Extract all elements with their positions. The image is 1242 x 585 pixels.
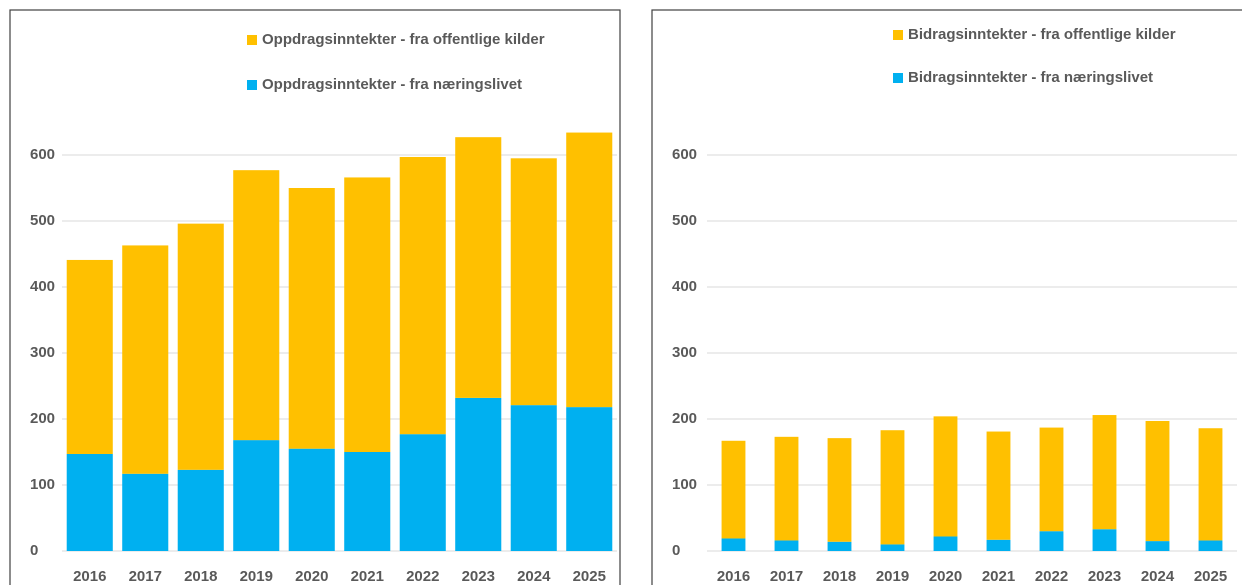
bar-segment — [933, 416, 958, 537]
bar-segment — [455, 397, 502, 551]
y-tick-label: 200 — [672, 410, 697, 427]
bar-segment — [510, 158, 557, 406]
y-tick-label: 0 — [672, 542, 680, 559]
bar-segment — [66, 453, 113, 551]
y-tick-label: 100 — [30, 476, 55, 493]
bar-segment — [399, 434, 446, 551]
x-tick-label: 2023 — [1088, 568, 1121, 585]
x-tick-label: 2023 — [462, 568, 495, 585]
legend-swatch — [247, 80, 257, 90]
bar-segment — [1198, 540, 1223, 551]
bar-segment — [880, 430, 905, 545]
x-tick-label: 2019 — [876, 568, 909, 585]
legend-swatch — [893, 73, 903, 83]
bar-segment — [566, 132, 613, 408]
x-tick-label: 2018 — [184, 568, 217, 585]
x-tick-label: 2018 — [823, 568, 856, 585]
x-tick-label: 2021 — [982, 568, 1015, 585]
bar-segment — [1092, 529, 1117, 551]
legend-label: Oppdragsinntekter - fra næringslivet — [262, 76, 522, 93]
y-tick-label: 400 — [672, 278, 697, 295]
legend-swatch — [247, 35, 257, 45]
bar-segment — [177, 469, 224, 551]
bar-segment — [122, 473, 169, 551]
y-tick-label: 300 — [30, 344, 55, 361]
legend-label: Oppdragsinntekter - fra offentlige kilde… — [262, 31, 545, 48]
x-tick-label: 2021 — [351, 568, 384, 585]
bar-segment — [721, 440, 746, 539]
bar-segment — [66, 259, 113, 454]
x-tick-label: 2016 — [73, 568, 106, 585]
bar-segment — [774, 540, 799, 551]
x-tick-label: 2020 — [295, 568, 328, 585]
y-tick-label: 100 — [672, 476, 697, 493]
bar-segment — [288, 448, 335, 551]
bar-segment — [827, 541, 852, 551]
right-panel-frame — [651, 9, 1242, 585]
bar-segment — [233, 440, 280, 551]
bar-segment — [1145, 541, 1170, 551]
y-tick-label: 0 — [30, 542, 38, 559]
bar-segment — [566, 407, 613, 551]
x-tick-label: 2022 — [1035, 568, 1068, 585]
x-tick-label: 2024 — [1141, 568, 1175, 585]
bar-segment — [933, 536, 958, 551]
bar-segment — [1145, 420, 1170, 542]
bar-segment — [721, 538, 746, 551]
x-tick-label: 2017 — [770, 568, 803, 585]
bar-segment — [177, 223, 224, 470]
legend-label: Bidragsinntekter - fra næringslivet — [908, 69, 1153, 86]
bar-segment — [288, 188, 335, 449]
legend-swatch — [893, 30, 903, 40]
bar-segment — [1039, 531, 1064, 551]
y-tick-label: 500 — [30, 212, 55, 229]
bar-segment — [827, 438, 852, 542]
bar-segment — [986, 539, 1011, 551]
left-panel-frame — [9, 9, 621, 585]
bar-segment — [880, 544, 905, 551]
y-tick-label: 600 — [30, 146, 55, 163]
legend-label: Bidragsinntekter - fra offentlige kilder — [908, 26, 1176, 43]
y-tick-label: 600 — [672, 146, 697, 163]
bar-segment — [233, 170, 280, 441]
x-tick-label: 2016 — [717, 568, 750, 585]
bar-segment — [986, 431, 1011, 540]
bar-segment — [344, 452, 391, 551]
x-tick-label: 2022 — [406, 568, 439, 585]
bar-segment — [1092, 415, 1117, 530]
x-tick-label: 2025 — [1194, 568, 1227, 585]
bar-segment — [122, 245, 169, 474]
bar-segment — [774, 436, 799, 541]
x-tick-label: 2025 — [573, 568, 606, 585]
bar-segment — [399, 156, 446, 435]
y-tick-label: 200 — [30, 410, 55, 427]
x-tick-label: 2019 — [240, 568, 273, 585]
bar-segment — [1198, 428, 1223, 541]
bar-segment — [1039, 427, 1064, 532]
bar-segment — [455, 137, 502, 398]
x-tick-label: 2024 — [517, 568, 551, 585]
y-tick-label: 500 — [672, 212, 697, 229]
x-tick-label: 2020 — [929, 568, 962, 585]
x-tick-label: 2017 — [129, 568, 162, 585]
y-tick-label: 400 — [30, 278, 55, 295]
bar-segment — [510, 405, 557, 551]
y-tick-label: 300 — [672, 344, 697, 361]
bar-segment — [344, 177, 391, 452]
